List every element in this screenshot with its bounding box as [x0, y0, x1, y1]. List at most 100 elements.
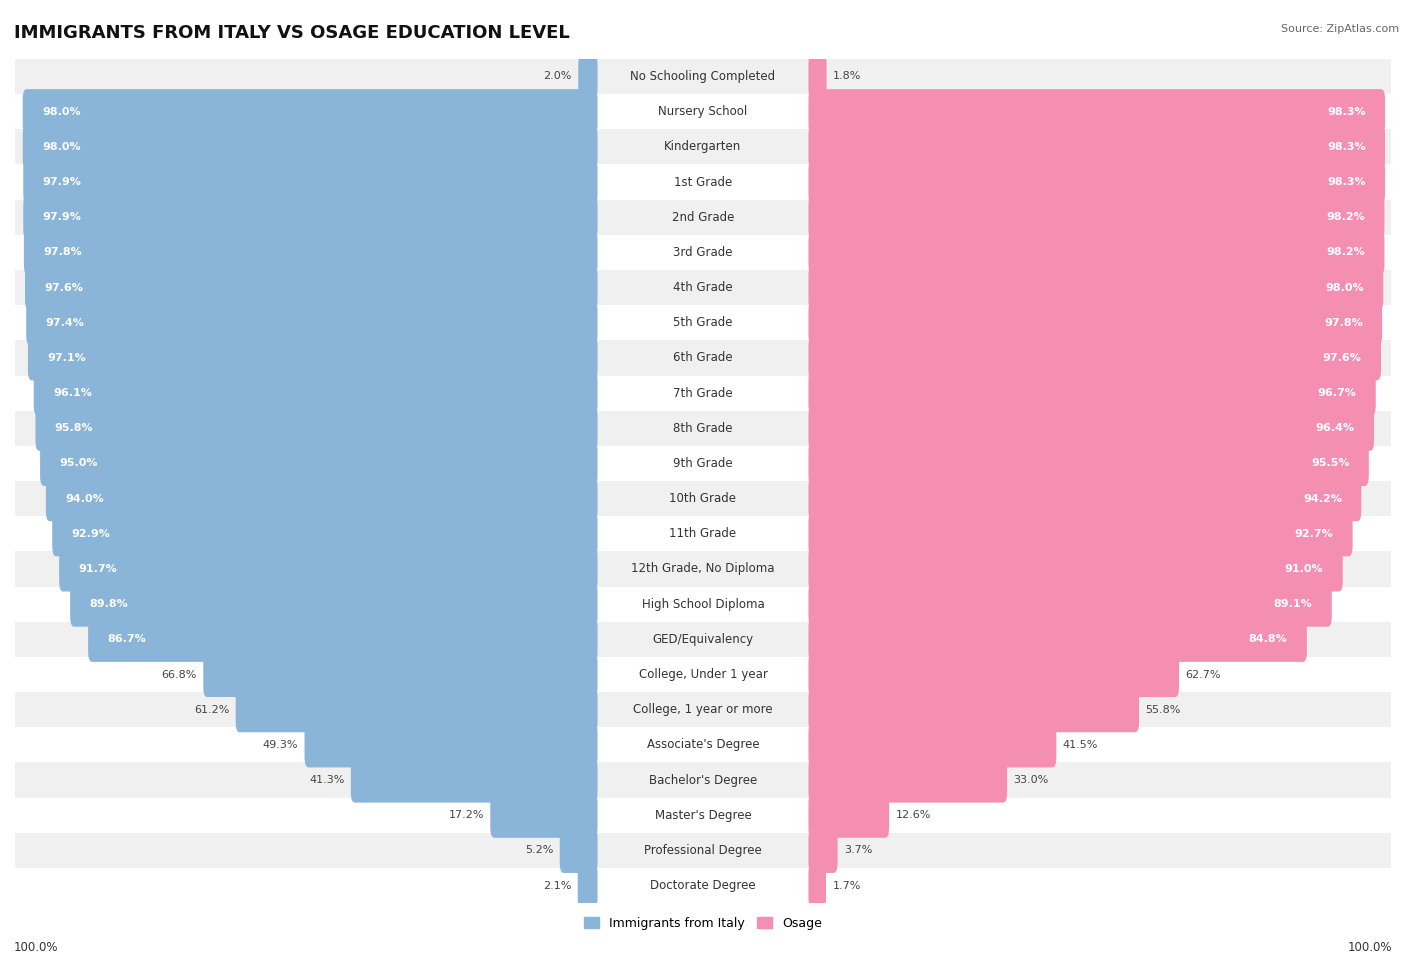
FancyBboxPatch shape — [46, 476, 598, 522]
Text: Doctorate Degree: Doctorate Degree — [650, 879, 756, 892]
Text: 2.1%: 2.1% — [543, 880, 571, 890]
Text: 61.2%: 61.2% — [194, 705, 229, 715]
FancyBboxPatch shape — [305, 722, 598, 767]
Text: Master's Degree: Master's Degree — [655, 809, 751, 822]
Text: 97.8%: 97.8% — [44, 248, 82, 257]
FancyBboxPatch shape — [578, 54, 598, 99]
Text: College, 1 year or more: College, 1 year or more — [633, 703, 773, 717]
FancyBboxPatch shape — [35, 406, 598, 450]
Text: 98.2%: 98.2% — [1326, 248, 1365, 257]
Bar — [15, 657, 1391, 692]
Text: 3rd Grade: 3rd Grade — [673, 246, 733, 259]
Text: 98.3%: 98.3% — [1327, 141, 1365, 152]
Bar — [15, 200, 1391, 235]
Text: 97.8%: 97.8% — [1324, 318, 1362, 328]
Text: 94.0%: 94.0% — [65, 493, 104, 504]
FancyBboxPatch shape — [808, 828, 838, 873]
Bar — [15, 622, 1391, 657]
Text: 9th Grade: 9th Grade — [673, 457, 733, 470]
FancyBboxPatch shape — [808, 863, 825, 908]
Text: Professional Degree: Professional Degree — [644, 844, 762, 857]
Text: 91.0%: 91.0% — [1285, 564, 1323, 574]
FancyBboxPatch shape — [41, 441, 598, 486]
FancyBboxPatch shape — [808, 160, 1385, 205]
Legend: Immigrants from Italy, Osage: Immigrants from Italy, Osage — [579, 912, 827, 935]
Text: 5th Grade: 5th Grade — [673, 316, 733, 330]
Text: 95.0%: 95.0% — [59, 458, 98, 468]
Text: 4th Grade: 4th Grade — [673, 281, 733, 294]
Text: College, Under 1 year: College, Under 1 year — [638, 668, 768, 682]
FancyBboxPatch shape — [808, 546, 1343, 592]
FancyBboxPatch shape — [352, 758, 598, 802]
Bar — [15, 305, 1391, 340]
FancyBboxPatch shape — [808, 793, 889, 838]
Bar — [15, 762, 1391, 798]
FancyBboxPatch shape — [808, 441, 1369, 486]
Text: 98.3%: 98.3% — [1327, 177, 1365, 187]
Text: GED/Equivalency: GED/Equivalency — [652, 633, 754, 645]
Text: Bachelor's Degree: Bachelor's Degree — [650, 773, 756, 787]
FancyBboxPatch shape — [22, 89, 598, 135]
Bar — [15, 446, 1391, 481]
Bar — [15, 270, 1391, 305]
Text: 3.7%: 3.7% — [844, 845, 872, 855]
FancyBboxPatch shape — [204, 652, 598, 697]
Bar — [15, 833, 1391, 868]
FancyBboxPatch shape — [808, 89, 1385, 135]
Text: 97.9%: 97.9% — [42, 177, 82, 187]
Text: 96.4%: 96.4% — [1316, 423, 1355, 433]
Text: 8th Grade: 8th Grade — [673, 422, 733, 435]
Text: 98.0%: 98.0% — [1326, 283, 1364, 292]
FancyBboxPatch shape — [59, 546, 598, 592]
Text: 97.4%: 97.4% — [45, 318, 84, 328]
Text: Nursery School: Nursery School — [658, 105, 748, 118]
Text: 49.3%: 49.3% — [263, 740, 298, 750]
FancyBboxPatch shape — [27, 300, 598, 345]
Bar — [15, 165, 1391, 200]
Bar — [15, 868, 1391, 903]
FancyBboxPatch shape — [491, 793, 598, 838]
Text: Source: ZipAtlas.com: Source: ZipAtlas.com — [1281, 24, 1399, 34]
FancyBboxPatch shape — [24, 160, 598, 205]
Text: 1.7%: 1.7% — [832, 880, 860, 890]
Text: 12.6%: 12.6% — [896, 810, 931, 820]
FancyBboxPatch shape — [34, 370, 598, 415]
FancyBboxPatch shape — [808, 406, 1374, 450]
FancyBboxPatch shape — [808, 370, 1375, 415]
Text: 89.1%: 89.1% — [1274, 600, 1312, 609]
Text: 97.6%: 97.6% — [1323, 353, 1361, 363]
FancyBboxPatch shape — [808, 124, 1385, 170]
FancyBboxPatch shape — [28, 335, 598, 380]
Text: Associate's Degree: Associate's Degree — [647, 738, 759, 752]
FancyBboxPatch shape — [808, 617, 1308, 662]
Bar — [15, 94, 1391, 130]
Text: 5.2%: 5.2% — [524, 845, 554, 855]
FancyBboxPatch shape — [560, 828, 598, 873]
Text: 95.5%: 95.5% — [1310, 458, 1350, 468]
FancyBboxPatch shape — [808, 652, 1180, 697]
Text: 91.7%: 91.7% — [79, 564, 117, 574]
Text: 95.8%: 95.8% — [55, 423, 93, 433]
Text: 66.8%: 66.8% — [162, 670, 197, 680]
Text: 2nd Grade: 2nd Grade — [672, 211, 734, 223]
Bar — [15, 235, 1391, 270]
Bar — [15, 552, 1391, 587]
FancyBboxPatch shape — [808, 335, 1381, 380]
FancyBboxPatch shape — [25, 265, 598, 310]
Text: 41.3%: 41.3% — [309, 775, 344, 785]
Bar — [15, 340, 1391, 375]
Bar — [15, 587, 1391, 622]
FancyBboxPatch shape — [808, 54, 827, 99]
Text: 55.8%: 55.8% — [1146, 705, 1181, 715]
Text: 92.9%: 92.9% — [72, 528, 111, 539]
Text: 92.7%: 92.7% — [1295, 528, 1333, 539]
Text: 94.2%: 94.2% — [1303, 493, 1341, 504]
Text: 17.2%: 17.2% — [449, 810, 484, 820]
FancyBboxPatch shape — [578, 863, 598, 908]
Text: 7th Grade: 7th Grade — [673, 387, 733, 400]
Text: 98.0%: 98.0% — [42, 141, 80, 152]
FancyBboxPatch shape — [808, 265, 1384, 310]
Bar — [15, 727, 1391, 762]
FancyBboxPatch shape — [808, 195, 1385, 240]
FancyBboxPatch shape — [808, 758, 1007, 802]
